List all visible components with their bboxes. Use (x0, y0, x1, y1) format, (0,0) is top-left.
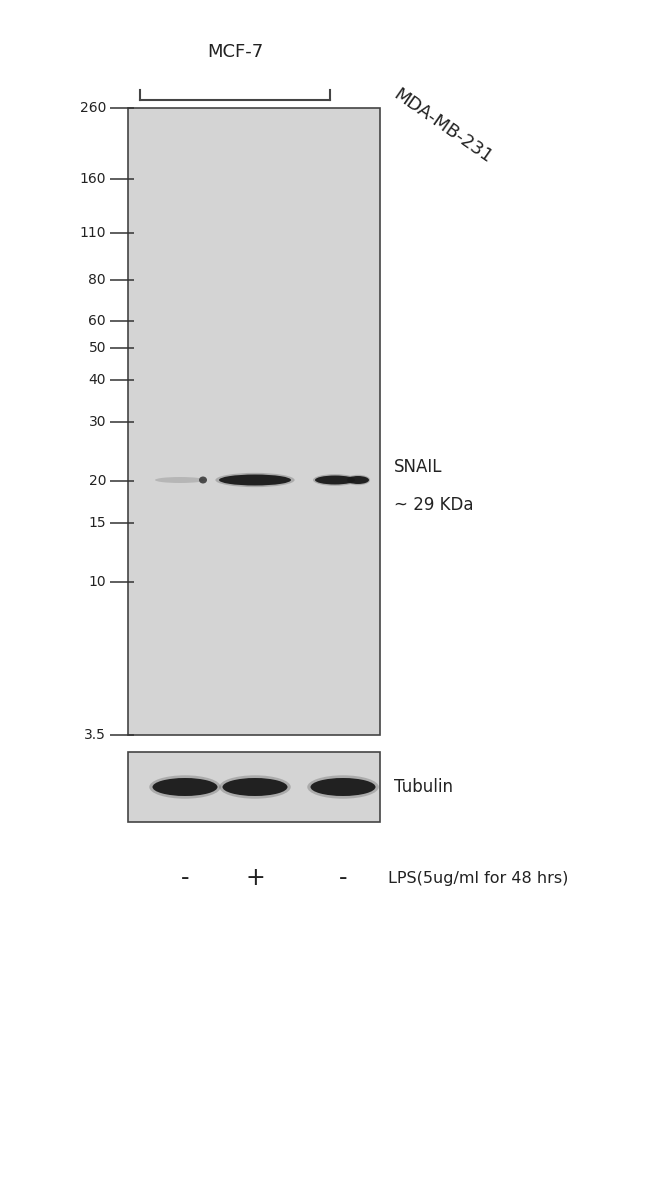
Ellipse shape (315, 476, 355, 484)
Text: 60: 60 (88, 315, 106, 329)
Text: -: - (181, 866, 189, 891)
Ellipse shape (346, 475, 370, 485)
Ellipse shape (155, 477, 205, 483)
Text: 30: 30 (88, 416, 106, 429)
Text: 20: 20 (88, 475, 106, 489)
Bar (128, 108, 380, 735)
Text: MDA-MB-231: MDA-MB-231 (390, 85, 495, 166)
Text: 160: 160 (79, 172, 106, 186)
Text: 10: 10 (88, 575, 106, 589)
Ellipse shape (153, 777, 218, 796)
Text: 15: 15 (88, 516, 106, 530)
Text: 260: 260 (79, 101, 106, 115)
Text: LPS(5ug/ml for 48 hrs): LPS(5ug/ml for 48 hrs) (388, 871, 568, 886)
Text: +: + (245, 866, 265, 891)
Ellipse shape (313, 475, 357, 485)
Text: 80: 80 (88, 272, 106, 286)
Ellipse shape (222, 777, 287, 796)
Text: 50: 50 (88, 340, 106, 355)
Ellipse shape (307, 775, 379, 799)
Text: ~ 29 KDa: ~ 29 KDa (394, 496, 473, 514)
Text: 40: 40 (88, 373, 106, 388)
Ellipse shape (219, 475, 291, 485)
Ellipse shape (150, 775, 221, 799)
Text: MCF-7: MCF-7 (207, 44, 263, 61)
Ellipse shape (347, 476, 369, 484)
Text: Tubulin: Tubulin (394, 777, 453, 796)
Ellipse shape (215, 472, 294, 488)
Text: 110: 110 (79, 226, 106, 240)
Bar (128, 752, 380, 822)
Ellipse shape (219, 775, 291, 799)
Text: -: - (339, 866, 347, 891)
Text: 3.5: 3.5 (84, 728, 106, 742)
Ellipse shape (311, 777, 376, 796)
Ellipse shape (199, 476, 207, 483)
Text: SNAIL: SNAIL (394, 458, 443, 476)
